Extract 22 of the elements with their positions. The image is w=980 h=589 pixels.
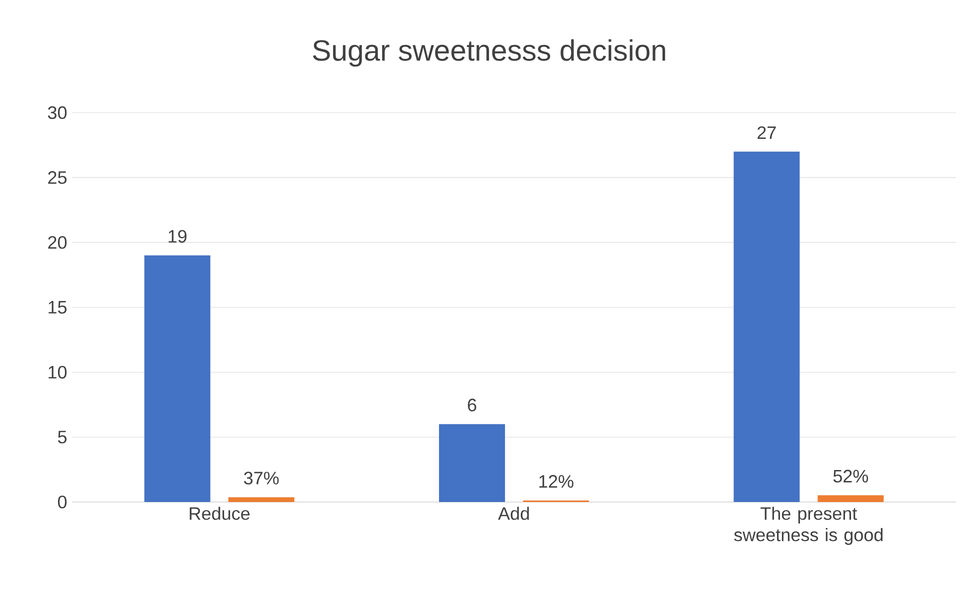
bar xyxy=(818,495,884,502)
y-tick-label: 15 xyxy=(48,301,67,314)
y-tick-label: 25 xyxy=(48,171,67,184)
data-label: 52% xyxy=(833,470,868,483)
bar xyxy=(144,255,210,502)
y-tick-label: 10 xyxy=(48,366,67,379)
bar xyxy=(439,424,506,502)
bar xyxy=(228,497,294,502)
data-label: 6 xyxy=(468,398,476,412)
bar xyxy=(734,152,800,502)
chart-title: Sugar sweetnesss decision xyxy=(312,39,666,67)
y-tick-label: 20 xyxy=(48,236,67,249)
y-tick-label: 30 xyxy=(48,106,67,120)
y-tick-label: 0 xyxy=(58,496,67,508)
data-label: 27 xyxy=(758,126,776,139)
x-tick-label: The present sweetness is good xyxy=(734,506,883,545)
x-tick-label: Reduce xyxy=(190,506,250,520)
x-tick-label: Add xyxy=(498,506,529,520)
y-tick-label: 5 xyxy=(58,430,67,444)
data-label: 19 xyxy=(168,230,186,243)
data-label: 12% xyxy=(539,475,574,488)
data-label: 37% xyxy=(244,472,279,484)
